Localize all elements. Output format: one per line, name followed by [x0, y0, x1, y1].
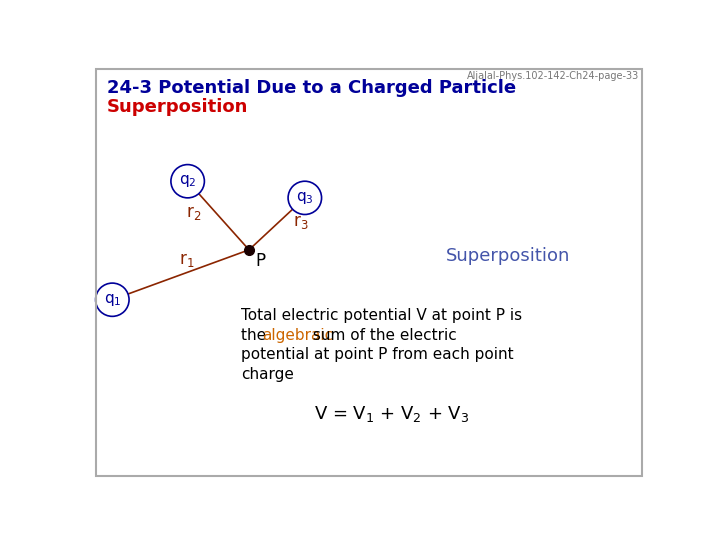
Ellipse shape [96, 283, 129, 316]
Text: 24-3 Potential Due to a Charged Particle: 24-3 Potential Due to a Charged Particle [107, 79, 516, 97]
Text: potential at point P from each point: potential at point P from each point [240, 347, 513, 362]
Text: q$_3$: q$_3$ [296, 190, 314, 206]
Text: algebraic: algebraic [262, 328, 333, 342]
Ellipse shape [171, 165, 204, 198]
Text: Superposition: Superposition [446, 247, 571, 265]
Text: Aljalal-Phys.102-142-Ch24-page-33: Aljalal-Phys.102-142-Ch24-page-33 [467, 71, 639, 81]
Text: V = V$_1$ + V$_2$ + V$_3$: V = V$_1$ + V$_2$ + V$_3$ [314, 404, 469, 424]
Text: the: the [240, 328, 271, 342]
Text: P: P [256, 252, 266, 270]
Text: sum of the electric: sum of the electric [308, 328, 457, 342]
Text: q$_2$: q$_2$ [179, 173, 197, 189]
Text: Superposition: Superposition [107, 98, 248, 116]
Text: Total electric potential V at point P is: Total electric potential V at point P is [240, 308, 522, 323]
Text: charge: charge [240, 367, 294, 382]
Text: r$_3$: r$_3$ [292, 213, 308, 231]
Text: r$_1$: r$_1$ [179, 251, 194, 269]
Text: r$_2$: r$_2$ [186, 205, 201, 222]
Ellipse shape [288, 181, 322, 214]
Text: q$_1$: q$_1$ [104, 292, 121, 308]
